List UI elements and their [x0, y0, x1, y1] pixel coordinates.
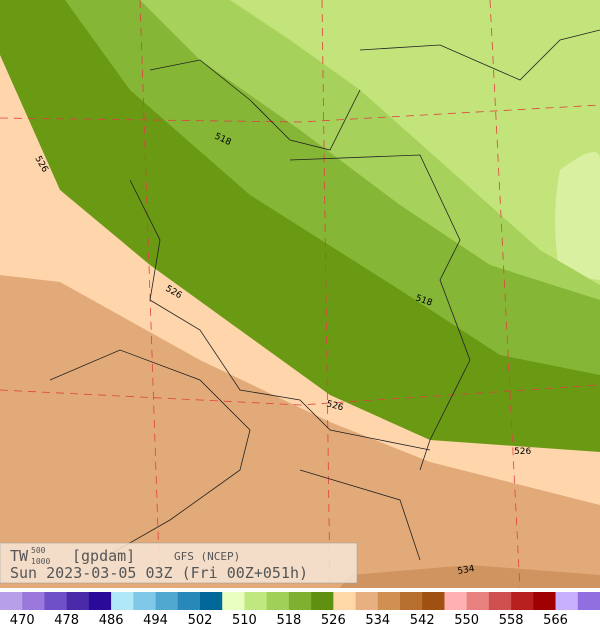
contour-label: 526 [325, 399, 344, 413]
colorbar-swatch [377, 592, 401, 610]
colorbar-swatch [155, 592, 179, 610]
title-box [0, 542, 358, 584]
colorbar-label: 566 [543, 613, 568, 628]
colorbar-swatch [88, 592, 112, 610]
colorbar-swatch [0, 592, 23, 610]
field-name: TW [10, 547, 29, 565]
colorbar-label: 486 [99, 613, 124, 628]
colorbar: 470 478 486 494 502 510 518 526 534 542 550 558 566 [0, 592, 600, 628]
colorbar-swatch [44, 592, 67, 610]
colorbar-label: 510 [232, 613, 257, 628]
colorbar-swatch [333, 592, 356, 610]
unit: [gpdam] [72, 547, 135, 565]
contour-label: 534 [457, 564, 476, 577]
colorbar-swatch [200, 592, 223, 610]
colorbar-swatch [511, 592, 534, 610]
colorbar-label: 518 [276, 613, 301, 628]
colorbar-swatch [400, 592, 423, 610]
colorbar-swatch [244, 592, 267, 610]
colorbar-swatch [466, 592, 490, 610]
colorbar-swatch [555, 592, 579, 610]
contour-label: 526 [514, 447, 531, 457]
graticule [0, 0, 600, 591]
colorbar-swatch [111, 592, 134, 610]
level-bottom: 1000 [31, 557, 50, 566]
colorbar-swatch [311, 592, 334, 610]
borders [49, 29, 600, 561]
colorbar-label: 534 [365, 613, 390, 628]
band [0, 275, 600, 600]
colorbar-swatch [133, 592, 156, 610]
colorbar-swatch [222, 592, 245, 610]
colorbar-swatch [66, 592, 90, 610]
colorbar-label: 550 [454, 613, 479, 628]
colorbar-label: 526 [321, 613, 346, 628]
colorbar-swatch [355, 592, 379, 610]
colorbar-swatch [488, 592, 512, 610]
colorbar-swatch [177, 592, 201, 610]
colorbar-label: 542 [410, 613, 435, 628]
colorbar-label: 494 [143, 613, 168, 628]
colorbar-swatch [444, 592, 467, 610]
colorbar-swatch [22, 592, 45, 610]
model: GFS (NCEP) [174, 550, 240, 563]
colorbar-swatch [288, 592, 312, 610]
valid-time: Sun 2023-03-05 03Z (Fri 00Z+051h) [10, 564, 308, 582]
colorbar-label: 502 [188, 613, 213, 628]
colorbar-label: 478 [54, 613, 79, 628]
band [555, 152, 600, 280]
colorbar-swatch [577, 592, 600, 610]
colorbar-label: 558 [499, 613, 524, 628]
colorbar-swatch [422, 592, 445, 610]
colorbar-swatch [533, 592, 556, 610]
colorbar-label: 470 [10, 613, 35, 628]
colorbar-swatch [266, 592, 290, 610]
level-top: 500 [31, 546, 46, 555]
